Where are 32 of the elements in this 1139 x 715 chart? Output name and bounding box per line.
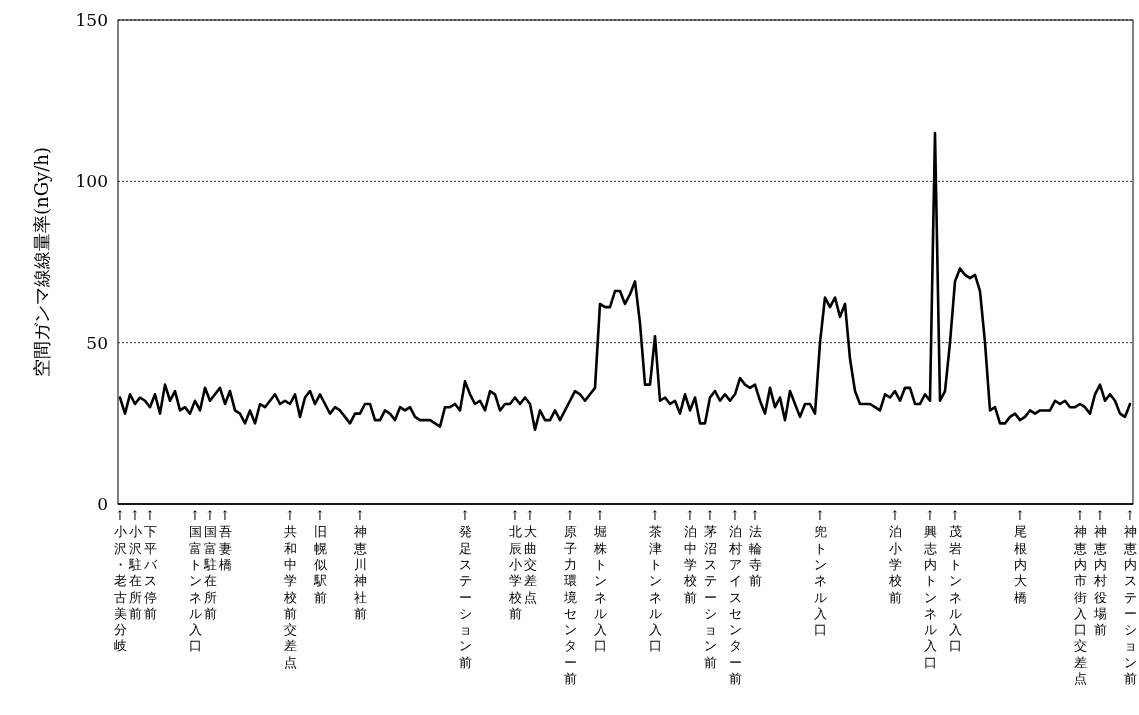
category-label: ↑興志内トンネル入口 bbox=[923, 508, 937, 670]
x-tick-label: ↑旧幌似駅前 bbox=[312, 508, 327, 605]
category-label: ↑泊村アイスセンター前 bbox=[728, 508, 742, 686]
category-label: ↑堀株トンネル入口 bbox=[593, 508, 607, 654]
y-axis-title: 空間ガンマ線線量率(nGy/h) bbox=[31, 147, 52, 377]
x-tick-label: ↑国富駐在所前 bbox=[202, 508, 217, 621]
category-label: ↑共和中学校前交差点 bbox=[283, 508, 297, 670]
x-tick-label: ↑兜トンネル入口 bbox=[813, 508, 827, 638]
x-tick-label: ↑小沢駐在所前 bbox=[127, 508, 142, 621]
category-label: ↑茅沼ステーション前 bbox=[703, 508, 717, 670]
x-tick-label: ↑神恵川神社前 bbox=[352, 508, 367, 621]
x-tick-label: ↑北辰小学校前 bbox=[507, 508, 522, 621]
y-tick-label: 100 bbox=[75, 171, 108, 192]
x-tick-label: ↑法輪寺前 bbox=[748, 508, 762, 589]
category-label: ↑小沢・老古美分岐 bbox=[113, 508, 127, 654]
y-tick-label: 0 bbox=[97, 493, 108, 514]
y-tick-label: 50 bbox=[86, 332, 108, 353]
y-tick-label: 150 bbox=[75, 9, 108, 30]
x-tick-label: ↑下平バス停前 bbox=[142, 508, 158, 621]
x-tick-label: ↑大曲交差点 bbox=[523, 508, 537, 605]
x-tick-label: ↑神恵内村役場前 bbox=[1092, 508, 1107, 638]
category-label: ↑国富トンネル入口 bbox=[188, 508, 202, 654]
category-label: ↑茶津トンネル入口 bbox=[648, 508, 662, 654]
x-tick-label: ↑泊中学校前 bbox=[682, 508, 697, 605]
x-tick-label: ↑吾妻橋 bbox=[218, 508, 232, 572]
category-label: ↑神恵内ステーション前 bbox=[1123, 508, 1137, 686]
category-label: ↑神恵内市街入口交差点 bbox=[1073, 508, 1087, 686]
x-tick-label: ↑尾根内大橋 bbox=[1013, 508, 1027, 605]
category-label: ↑原子力環境センター前 bbox=[563, 508, 577, 686]
category-label: ↑茂岩トンネル入口 bbox=[948, 508, 962, 654]
x-tick-label: ↑泊小学校前 bbox=[887, 508, 902, 605]
category-label: ↑発足ステーション前 bbox=[458, 508, 472, 670]
